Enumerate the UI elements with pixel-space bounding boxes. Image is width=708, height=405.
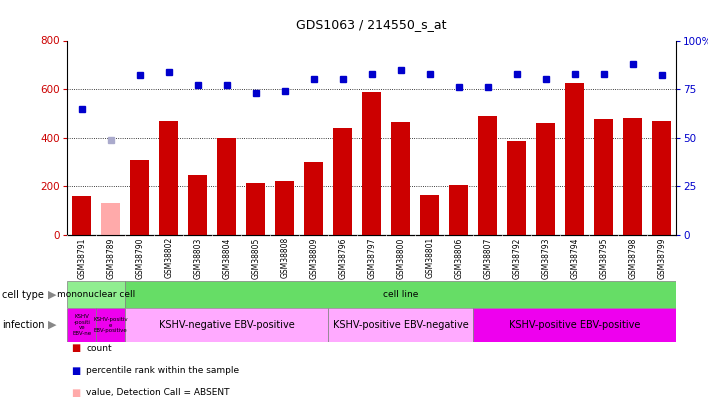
Text: GSM38807: GSM38807 — [483, 237, 492, 279]
Text: cell line: cell line — [383, 290, 418, 299]
Text: GSM38806: GSM38806 — [455, 237, 463, 279]
Bar — [101, 203, 120, 235]
Bar — [246, 183, 265, 235]
Bar — [217, 138, 236, 235]
Text: GSM38792: GSM38792 — [512, 237, 521, 279]
Text: ▶: ▶ — [48, 290, 57, 300]
Bar — [594, 119, 613, 235]
Bar — [565, 83, 584, 235]
Bar — [67, 308, 96, 342]
Bar — [329, 308, 473, 342]
Bar — [479, 116, 497, 235]
Text: cell type: cell type — [2, 290, 44, 300]
Text: GSM38797: GSM38797 — [367, 237, 376, 279]
Text: count: count — [86, 344, 112, 353]
Bar — [67, 281, 125, 308]
Text: ■: ■ — [71, 366, 80, 375]
Bar — [275, 181, 294, 235]
Text: GSM38805: GSM38805 — [251, 237, 261, 279]
Bar — [72, 196, 91, 235]
Text: KSHV-positive EBV-negative: KSHV-positive EBV-negative — [333, 320, 469, 330]
Text: KSHV
-positi
ve
EBV-ne: KSHV -positi ve EBV-ne — [72, 314, 91, 336]
Text: mononuclear cell: mononuclear cell — [57, 290, 135, 299]
Bar — [159, 121, 178, 235]
Text: GSM38804: GSM38804 — [222, 237, 232, 279]
Text: ■: ■ — [71, 388, 80, 398]
Text: GSM38791: GSM38791 — [77, 237, 86, 279]
Bar — [421, 195, 439, 235]
Text: GSM38809: GSM38809 — [309, 237, 318, 279]
Text: KSHV-positive EBV-positive: KSHV-positive EBV-positive — [509, 320, 640, 330]
Text: ▶: ▶ — [48, 320, 57, 330]
Text: GSM38794: GSM38794 — [570, 237, 579, 279]
Bar — [450, 185, 468, 235]
Text: GSM38796: GSM38796 — [338, 237, 347, 279]
Bar — [652, 121, 671, 235]
Text: KSHV-negative EBV-positive: KSHV-negative EBV-positive — [159, 320, 295, 330]
Bar — [96, 308, 125, 342]
Text: GSM38802: GSM38802 — [164, 237, 173, 279]
Text: GSM38793: GSM38793 — [541, 237, 550, 279]
Text: GSM38798: GSM38798 — [628, 237, 637, 279]
Text: KSHV-positiv
e
EBV-positive: KSHV-positiv e EBV-positive — [93, 317, 128, 333]
Bar — [536, 123, 555, 235]
Text: GSM38795: GSM38795 — [599, 237, 608, 279]
Text: GSM38799: GSM38799 — [657, 237, 666, 279]
Bar — [130, 160, 149, 235]
Text: GSM38801: GSM38801 — [426, 237, 434, 279]
Bar — [188, 175, 207, 235]
Text: GSM38800: GSM38800 — [396, 237, 405, 279]
Bar — [362, 92, 381, 235]
Text: GSM38808: GSM38808 — [280, 237, 289, 279]
Text: ■: ■ — [71, 343, 80, 353]
Bar — [392, 122, 410, 235]
Bar — [125, 308, 329, 342]
Text: GSM38789: GSM38789 — [106, 237, 115, 279]
Text: percentile rank within the sample: percentile rank within the sample — [86, 366, 239, 375]
Bar — [507, 141, 526, 235]
Bar — [623, 118, 642, 235]
Text: GSM38790: GSM38790 — [135, 237, 144, 279]
Bar — [333, 128, 352, 235]
Text: infection: infection — [2, 320, 45, 330]
Bar — [473, 308, 676, 342]
Bar — [304, 162, 323, 235]
Text: GDS1063 / 214550_s_at: GDS1063 / 214550_s_at — [297, 18, 447, 31]
Text: GSM38803: GSM38803 — [193, 237, 202, 279]
Text: value, Detection Call = ABSENT: value, Detection Call = ABSENT — [86, 388, 230, 397]
